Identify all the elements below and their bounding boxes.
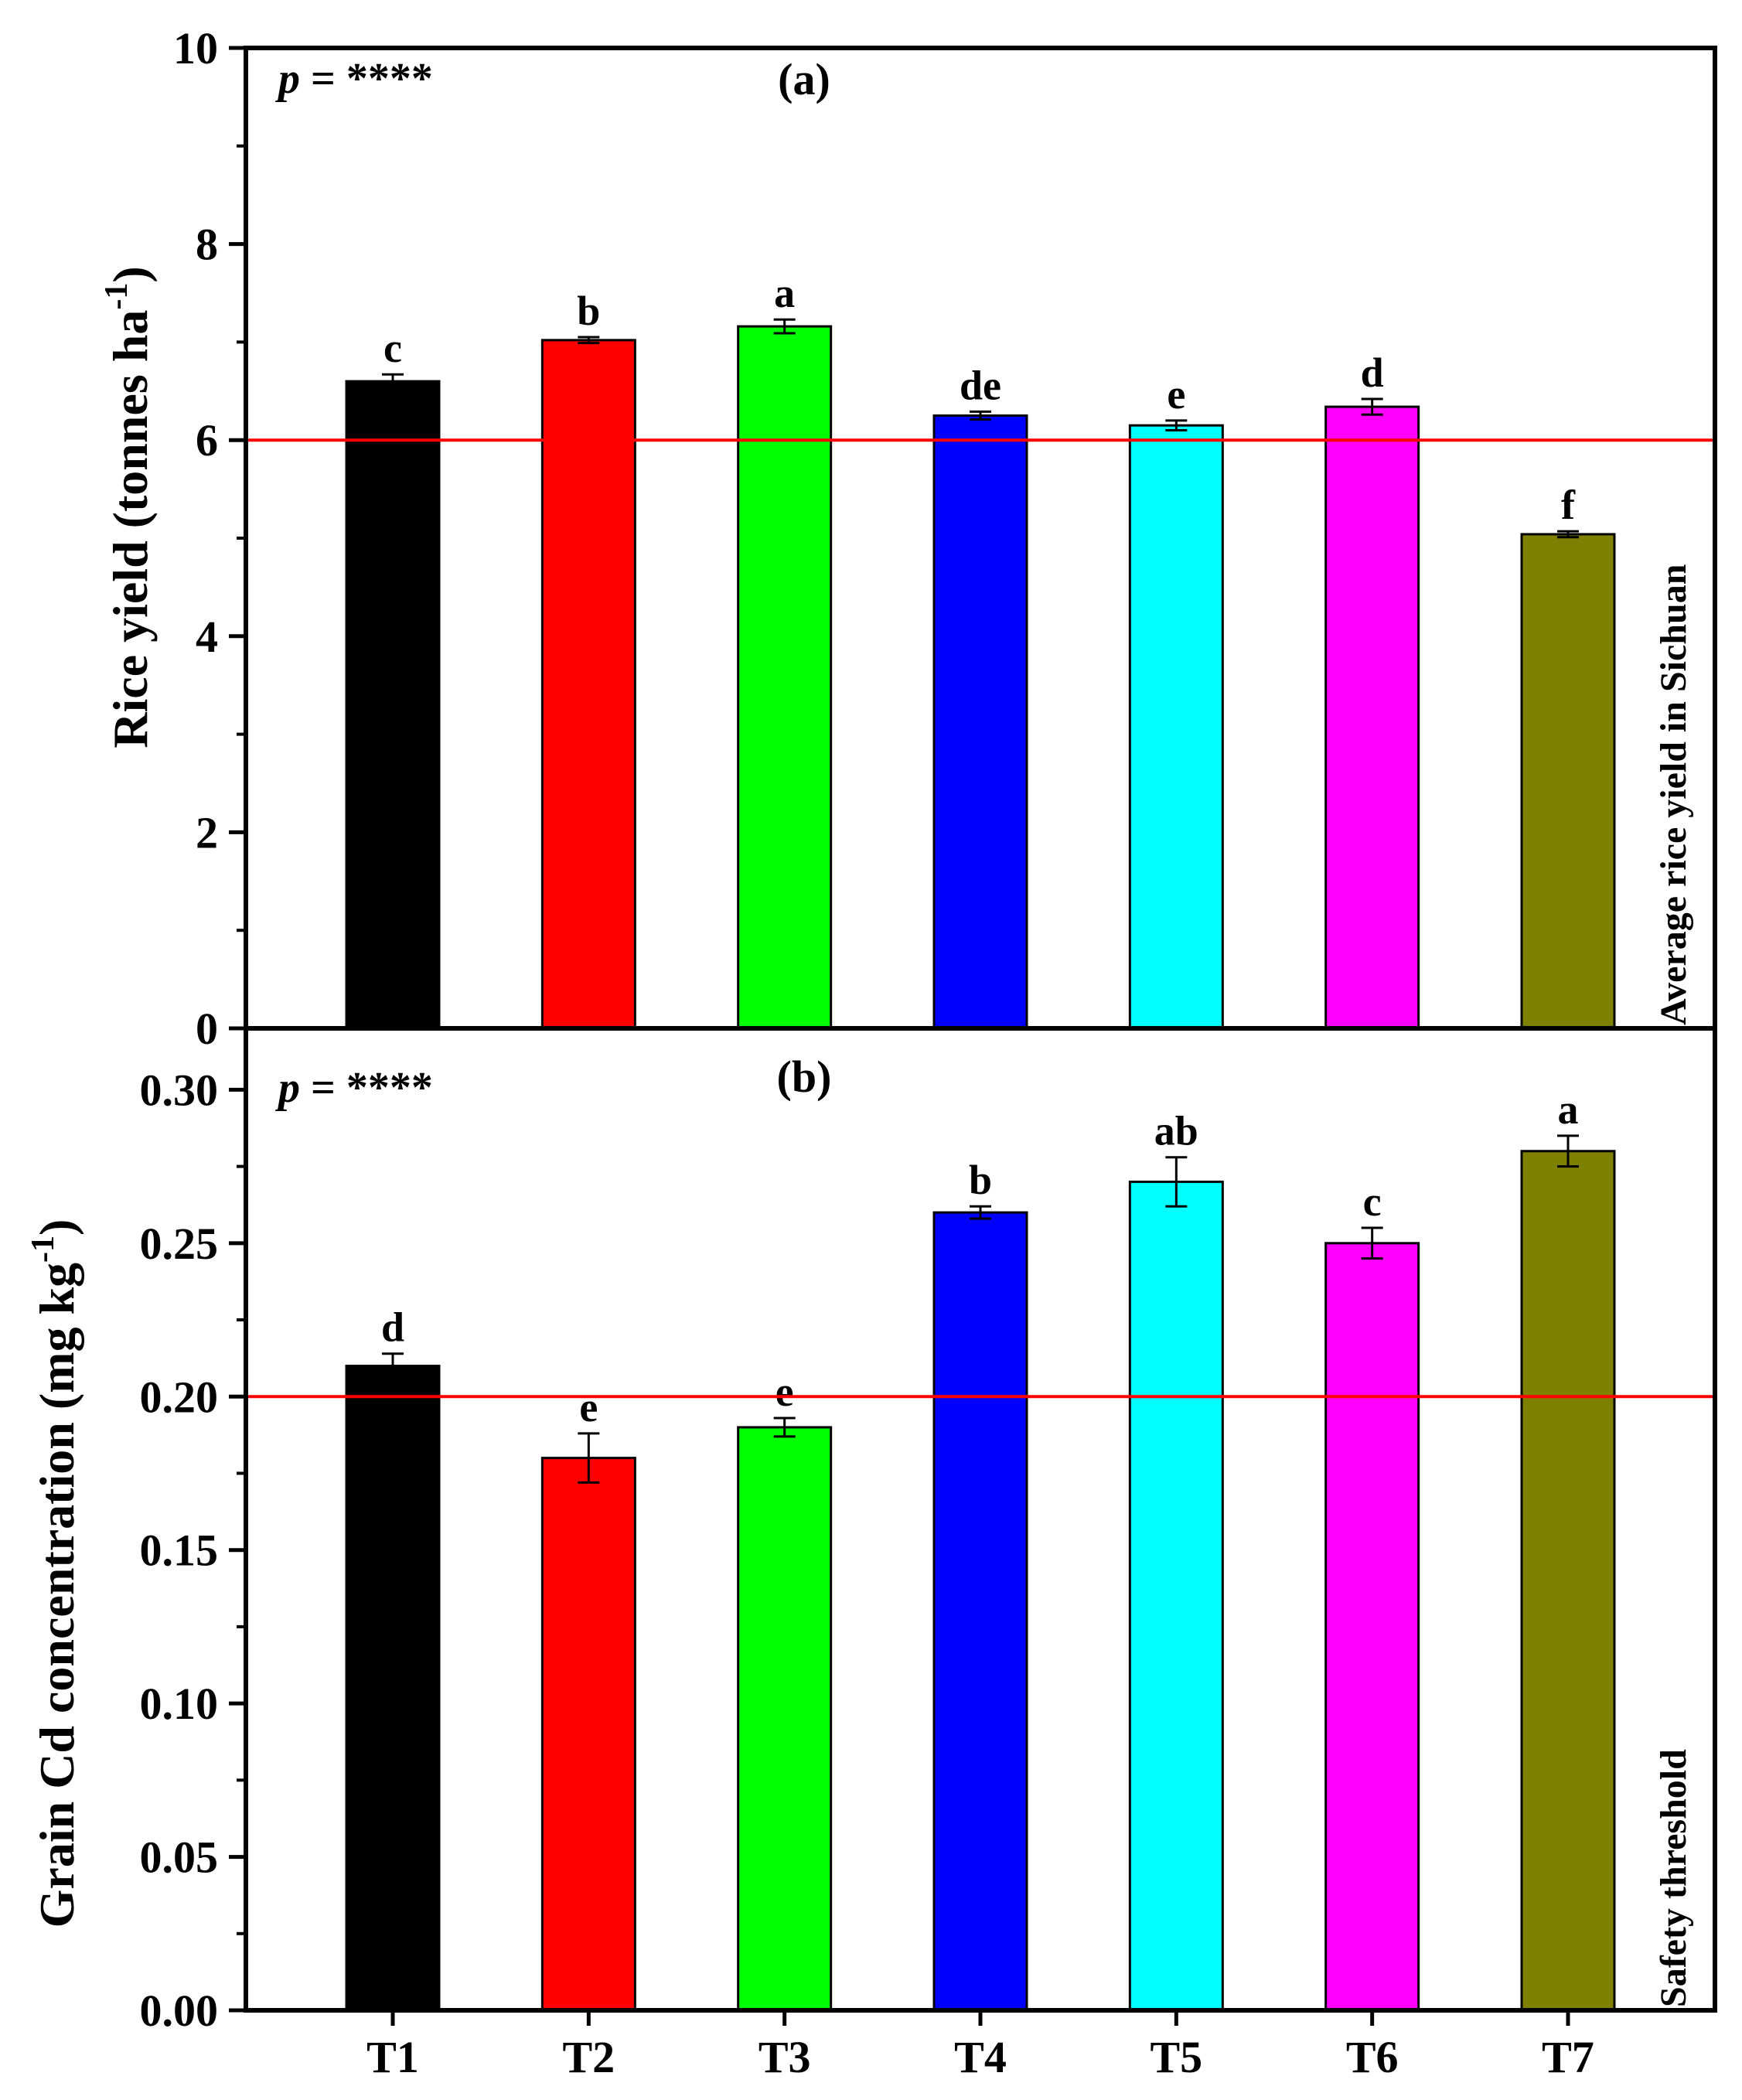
- significance-letter: a: [774, 270, 795, 316]
- x-tick-label: T6: [1346, 2032, 1399, 2082]
- y-tick-label: 0.10: [140, 1679, 219, 1729]
- bar-t1: [345, 1365, 441, 2012]
- y-axis-title: Rice yield (tonnes ha-1): [99, 266, 158, 748]
- x-tick-label: T1: [366, 2032, 419, 2082]
- y-tick-label: 2: [196, 807, 218, 857]
- significance-letter: a: [1558, 1086, 1579, 1133]
- y-axis-title: Grain Cd concentration (mg kg-1): [26, 1219, 84, 1928]
- y-tick-label: 6: [196, 415, 218, 465]
- error-bar-t6: [1361, 1226, 1383, 1260]
- y-tick-label: 4: [196, 612, 218, 662]
- plot-frame: [244, 1026, 1717, 2013]
- y-axis-title-end: ): [29, 1219, 84, 1236]
- x-tick-label: T7: [1542, 2032, 1594, 2082]
- bar-t5: [1128, 1180, 1224, 2012]
- y-axis-title-main: Grain Cd concentration (mg kg: [29, 1263, 84, 1928]
- significance-letter: d: [381, 1304, 404, 1351]
- bar-t6: [1324, 405, 1420, 1030]
- error-bar-t2: [578, 336, 600, 345]
- reference-line-label: Average rice yield in Sichuan: [1653, 564, 1694, 1025]
- bar-t3: [737, 325, 833, 1030]
- error-bar-t3: [773, 1416, 796, 1438]
- x-tick-label: T2: [562, 2032, 615, 2082]
- error-bar-t6: [1361, 397, 1383, 416]
- y-tick-label: 0.25: [140, 1219, 219, 1269]
- significance-letter: b: [969, 1157, 992, 1203]
- error-bar-t7: [1557, 1134, 1579, 1168]
- bar-t2: [540, 1457, 636, 2012]
- x-tick-label: T3: [759, 2032, 811, 2082]
- y-tick-label: 0.30: [140, 1065, 219, 1115]
- significance-letter: c: [1363, 1178, 1382, 1225]
- significance-letter: f: [1561, 482, 1576, 528]
- x-tick-label: T4: [954, 2032, 1007, 2082]
- panel-label: (a): [778, 54, 830, 104]
- error-bar-t3: [773, 318, 796, 335]
- y-axis-title-superscript: -1: [99, 283, 135, 310]
- significance-letter: e: [579, 1384, 598, 1430]
- significance-letter: e: [1167, 371, 1185, 418]
- y-tick-label: 0.20: [140, 1372, 219, 1422]
- y-tick-label: 0.15: [140, 1526, 219, 1576]
- significance-letter: e: [776, 1369, 794, 1415]
- bar-t4: [932, 1211, 1028, 2012]
- significance-letter: ab: [1154, 1108, 1198, 1154]
- y-tick-label: 8: [196, 220, 218, 270]
- bar-t3: [737, 1426, 833, 2012]
- x-tick-label: T5: [1150, 2032, 1202, 2082]
- significance-letter: de: [960, 362, 1001, 408]
- y-axis-title-superscript: -1: [26, 1236, 61, 1263]
- pvalue-stars: = ****: [300, 1064, 433, 1112]
- y-tick-label: 10: [173, 23, 218, 73]
- pvalue-stars: = ****: [300, 55, 433, 103]
- error-bar-t4: [970, 1205, 991, 1220]
- bar-t5: [1128, 424, 1224, 1030]
- y-axis-title-end: ): [103, 266, 158, 282]
- significance-letter: c: [384, 325, 402, 371]
- significance-letter: d: [1361, 349, 1384, 396]
- bar-t2: [540, 339, 636, 1030]
- error-bar-t2: [578, 1432, 600, 1484]
- bar-t4: [932, 414, 1028, 1030]
- error-bar-t5: [1165, 1156, 1188, 1208]
- panel-a: c b a de e d f Average rice yield in Sichuan 0 2 4…: [99, 23, 1717, 1054]
- bar-t6: [1324, 1242, 1420, 2012]
- y-tick-label: 0.05: [140, 1832, 219, 1883]
- panel-b: d e e b ab c a Safety threshold 0.00 0.05 0.10 0.15…: [26, 1026, 1717, 2082]
- bar-t1: [345, 380, 441, 1030]
- pvalue-annotation: p = ****: [275, 55, 433, 103]
- pvalue-annotation: p = ****: [275, 1064, 433, 1112]
- pvalue-p: p: [275, 1064, 300, 1112]
- error-bar-t7: [1557, 530, 1579, 539]
- reference-line-label: Safety threshold: [1653, 1749, 1694, 2007]
- error-bar-t1: [382, 373, 404, 390]
- y-axis-title-main: Rice yield (tonnes ha: [103, 310, 158, 748]
- panel-label: (b): [777, 1052, 832, 1102]
- error-bar-t1: [382, 1352, 404, 1379]
- error-bar-t4: [970, 410, 991, 421]
- y-tick-label: 0: [196, 1004, 218, 1054]
- bar-t7: [1520, 1150, 1616, 2012]
- significance-letter: b: [577, 288, 600, 334]
- bar-t7: [1520, 533, 1616, 1030]
- error-bar-t5: [1165, 419, 1188, 432]
- y-tick-label: 0.00: [140, 1986, 219, 2036]
- pvalue-p: p: [275, 55, 300, 103]
